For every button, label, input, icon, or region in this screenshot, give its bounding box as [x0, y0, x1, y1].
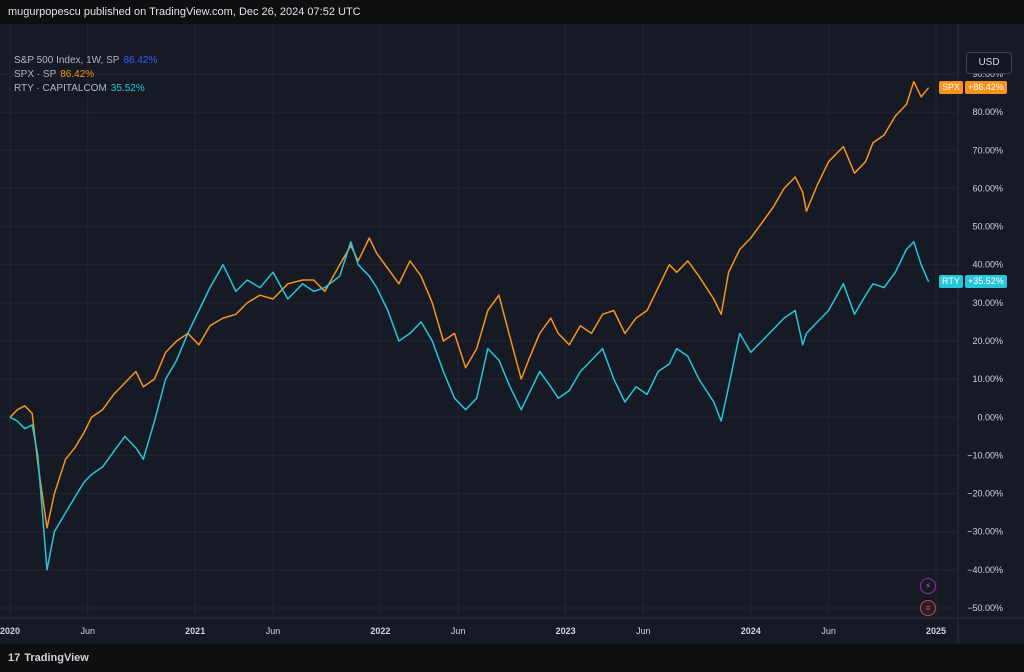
- legend-row-rty[interactable]: RTY · CAPITALCOM 35.52%: [14, 82, 157, 96]
- y-tick-label: −40.00%: [967, 565, 1003, 575]
- series-name-tag-rty: RTY: [939, 274, 963, 288]
- series-line-spx: [9, 80, 930, 529]
- y-tick-label: −30.00%: [967, 527, 1003, 537]
- series-line-rty: [9, 241, 930, 571]
- y-tick-label: −10.00%: [967, 450, 1003, 460]
- publish-header: mugurpopescu published on TradingView.co…: [0, 0, 1024, 24]
- price-chart[interactable]: 90.00% 80.00% 70.00% 60.00% 50.00% 40.00% 30.0…: [0, 24, 1024, 644]
- legend-row-index[interactable]: S&P 500 Index, 1W, SP 86.42%: [14, 54, 157, 68]
- y-tick-label: 10.00%: [972, 374, 1003, 384]
- x-tick-label: 2025: [926, 626, 946, 636]
- us-flag-icon[interactable]: ≡: [920, 600, 936, 616]
- tradingview-brand[interactable]: 17 TradingView: [8, 650, 89, 666]
- y-tick-label: 0.00%: [977, 412, 1003, 422]
- currency-button[interactable]: USD: [966, 52, 1012, 74]
- legend-label-index: S&P 500 Index, 1W, SP: [14, 55, 120, 66]
- series-value-tag-rty: +35.52%: [965, 274, 1007, 288]
- brand-name: TradingView: [24, 652, 89, 664]
- y-tick-label: −50.00%: [967, 603, 1003, 613]
- x-tick-label: Jun: [266, 626, 281, 636]
- x-tick-label: 2023: [556, 626, 576, 636]
- legend-value-rty: 35.52%: [110, 83, 145, 94]
- y-tick-label: 90.00%: [972, 69, 1003, 79]
- legend-value-index: 86.42%: [123, 55, 158, 66]
- y-tick-label: −20.00%: [967, 489, 1003, 499]
- y-tick-label: 80.00%: [972, 107, 1003, 117]
- x-tick-label: Jun: [81, 626, 96, 636]
- y-tick-label: 40.00%: [972, 260, 1003, 270]
- legend: S&P 500 Index, 1W, SP 86.42% SPX · SP 86.4…: [14, 54, 157, 96]
- legend-row-spx[interactable]: SPX · SP 86.42%: [14, 68, 157, 82]
- x-tick-label: 2021: [185, 626, 205, 636]
- x-tick-label: 2020: [0, 626, 20, 636]
- footer-bar: 17 TradingView: [0, 644, 1024, 672]
- legend-label-spx: SPX · SP: [14, 69, 57, 80]
- publish-title: mugurpopescu published on TradingView.co…: [8, 6, 361, 18]
- chart-area[interactable]: 90.00% 80.00% 70.00% 60.00% 50.00% 40.00% 30.0…: [0, 24, 1024, 644]
- x-tick-label: 2024: [741, 626, 761, 636]
- x-tick-label: Jun: [451, 626, 466, 636]
- legend-label-rty: RTY · CAPITALCOM: [14, 83, 107, 94]
- x-tick-label: 2022: [370, 626, 390, 636]
- y-tick-label: 30.00%: [972, 298, 1003, 308]
- x-tick-label: Jun: [821, 626, 836, 636]
- y-tick-label: 50.00%: [972, 222, 1003, 232]
- tradingview-logo-icon: 17: [8, 652, 21, 664]
- x-tick-label: Jun: [636, 626, 651, 636]
- series-value-tag-spx: +86.42%: [965, 80, 1007, 94]
- y-tick-label: 60.00%: [972, 183, 1003, 193]
- series-name-tag-spx: SPX: [939, 80, 964, 94]
- legend-value-spx: 86.42%: [60, 69, 95, 80]
- y-tick-label: 20.00%: [972, 336, 1003, 346]
- y-tick-label: 70.00%: [972, 145, 1003, 155]
- lightning-icon[interactable]: ⚡: [920, 578, 936, 594]
